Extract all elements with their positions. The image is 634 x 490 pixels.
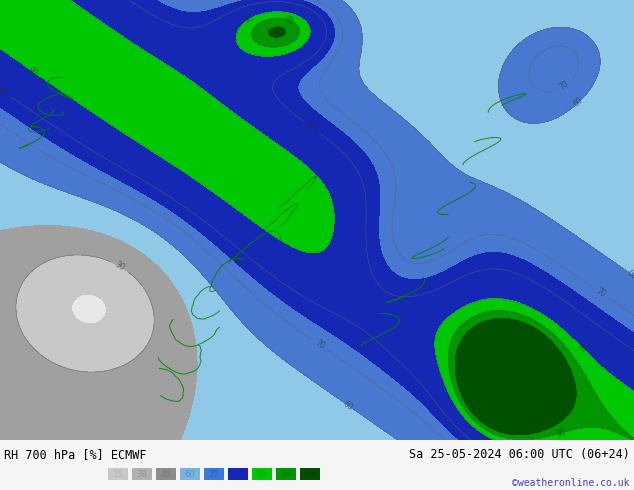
Text: 90: 90 (575, 341, 588, 354)
Text: 70: 70 (313, 338, 327, 351)
Text: 95: 95 (555, 427, 567, 439)
Bar (228, 468, 248, 480)
Text: 60: 60 (342, 399, 354, 412)
Text: 70: 70 (595, 286, 607, 299)
Text: 100: 100 (302, 469, 318, 479)
Bar (204, 468, 224, 480)
Text: 90: 90 (27, 65, 39, 78)
Text: 60: 60 (572, 96, 585, 109)
Bar (156, 468, 176, 480)
Text: 45: 45 (160, 469, 171, 479)
Text: 99: 99 (281, 469, 292, 479)
Text: Sa 25-05-2024 06:00 UTC (06+24): Sa 25-05-2024 06:00 UTC (06+24) (409, 448, 630, 461)
Text: 95: 95 (283, 14, 295, 26)
Text: 70: 70 (557, 79, 571, 92)
Text: 15: 15 (113, 469, 124, 479)
Bar (300, 468, 320, 480)
Text: 30: 30 (136, 469, 147, 479)
Bar (252, 468, 272, 480)
Bar (108, 468, 128, 480)
Text: 95: 95 (257, 469, 268, 479)
Text: 80: 80 (305, 121, 318, 133)
Text: 30: 30 (113, 260, 126, 272)
Text: ©weatheronline.co.uk: ©weatheronline.co.uk (512, 478, 630, 488)
Text: 75: 75 (209, 469, 219, 479)
Text: RH 700 hPa [%] ECMWF: RH 700 hPa [%] ECMWF (4, 448, 146, 461)
Bar (180, 468, 200, 480)
Text: 90: 90 (243, 13, 256, 26)
Text: 60: 60 (625, 268, 634, 281)
Text: 80: 80 (0, 85, 10, 98)
Bar (276, 468, 296, 480)
Text: 90: 90 (233, 469, 243, 479)
Bar (132, 468, 152, 480)
Text: 60: 60 (184, 469, 195, 479)
